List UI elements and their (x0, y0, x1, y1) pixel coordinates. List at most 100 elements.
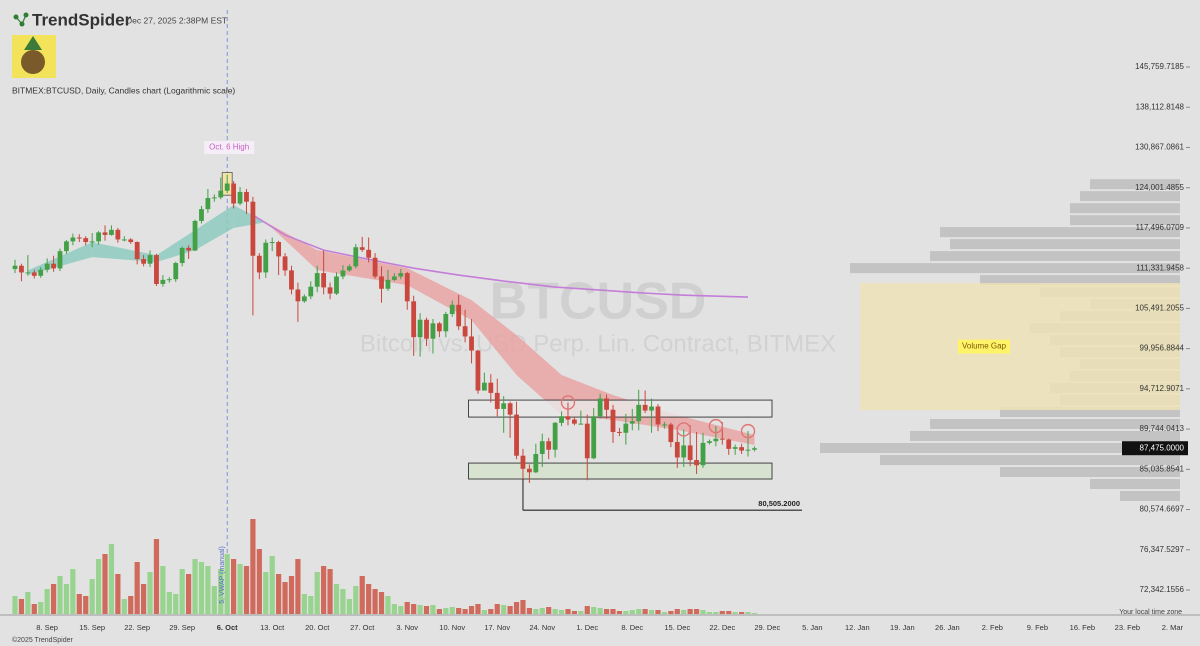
ribbon-segment (265, 222, 318, 271)
x-tick-label: 10. Nov (439, 623, 465, 632)
volume-bar (411, 604, 417, 614)
candle-body (713, 438, 719, 442)
candle-body (488, 382, 494, 393)
volume-bar (44, 589, 50, 614)
volume-bar (18, 599, 25, 614)
volume-bar (288, 576, 295, 614)
y-tick-label: 145,759.7185 (1135, 62, 1184, 71)
volume-bar (12, 596, 18, 614)
candle-body (475, 350, 481, 391)
candle-body (533, 453, 539, 473)
volume-bar (205, 566, 211, 614)
candle-body (12, 265, 18, 270)
volume-bar (231, 559, 237, 614)
candle-body (649, 406, 654, 411)
volume-gap-zone (860, 283, 1180, 411)
candle-body (443, 314, 449, 332)
candle-body (211, 197, 217, 199)
copyright: ©2025 TrendSpider (12, 636, 73, 644)
volume-bar (186, 574, 192, 614)
volume-profile-bar (880, 455, 1180, 466)
logo-link (15, 16, 23, 25)
volume-profile-bar (1090, 478, 1180, 489)
ribbon-segment (516, 335, 562, 416)
volume-profile-bar (1080, 191, 1180, 202)
volume-bar (578, 611, 584, 614)
candle-body (38, 269, 44, 276)
volume-bar (597, 608, 603, 614)
volume-bar (468, 606, 475, 614)
volume-bar (726, 611, 732, 614)
volume-bar (250, 519, 256, 614)
volume-bar (674, 609, 680, 614)
volume-bar (642, 609, 648, 614)
candle-body (134, 242, 140, 260)
y-tick-label: 76,347.5297 (1140, 545, 1185, 554)
volume-profile-bar (950, 239, 1180, 250)
volume-bar (179, 569, 185, 614)
candle-body (732, 447, 738, 449)
x-tick-label: 17. Nov (484, 623, 510, 632)
candle-body (584, 423, 590, 459)
candle-body (674, 442, 680, 458)
range-zone (468, 462, 773, 480)
volume-bar (102, 554, 108, 614)
volume-bar (237, 564, 243, 614)
volume-bar (513, 602, 520, 614)
x-tick-label: 13. Oct (260, 623, 285, 632)
vwap-label: 5, VWAP (manual) (219, 546, 226, 604)
candle-body (752, 448, 757, 450)
candle-body (494, 392, 500, 409)
volume-profile-bar (940, 227, 1180, 238)
y-tick-label: 138,112.8148 (1136, 102, 1185, 111)
x-tick-label: 8. Dec (621, 623, 643, 632)
volume-bar (70, 569, 76, 614)
candle-body (70, 237, 76, 242)
volume-gap-label-bg (958, 339, 1010, 354)
candle-body (636, 404, 642, 422)
x-tick-label: 26. Jan (935, 623, 960, 632)
candle-body (379, 276, 384, 289)
x-tick-label: 16. Feb (1070, 623, 1095, 632)
candle-body (218, 190, 224, 198)
candle-body (276, 242, 282, 257)
candle-body (83, 238, 89, 243)
y-tick-label: 130,867.0861 (1135, 143, 1184, 152)
candle-body (224, 183, 230, 191)
volume-bar (745, 612, 751, 614)
ribbon-segment (92, 242, 157, 263)
timestamp: Dec 27, 2025 2:38PM EST (126, 15, 227, 25)
volume-bar (115, 574, 121, 614)
candle-body (327, 287, 333, 294)
candle-body (739, 447, 744, 451)
candle-body (205, 198, 211, 210)
candle-body (244, 191, 249, 202)
low-marker-label: 80,505.2000 (758, 499, 800, 508)
volume-bar (449, 607, 455, 614)
candle-body (366, 249, 372, 258)
volume-bar (719, 611, 725, 614)
volume-bar (648, 610, 655, 614)
volume-bar (430, 605, 436, 614)
volume-bar (378, 592, 385, 614)
candle-body (662, 424, 667, 426)
volume-bar (552, 609, 558, 614)
volume-bar (340, 589, 346, 614)
candle-body (231, 183, 237, 204)
volume-bar (243, 566, 250, 614)
candle-body (353, 247, 359, 267)
candle-body (655, 406, 661, 425)
volume-bar (192, 559, 198, 614)
volume-bar (655, 610, 661, 614)
candle-body (700, 442, 706, 466)
volume-bar (603, 609, 610, 614)
volume-bar (83, 596, 89, 614)
candle-body (559, 416, 564, 423)
volume-bar (398, 606, 404, 614)
volume-bar (353, 586, 359, 614)
candle-body (340, 270, 346, 277)
volume-bar (423, 606, 430, 614)
candle-body (147, 255, 153, 264)
candle-body (199, 209, 204, 221)
volume-profile-bar (850, 263, 1180, 274)
